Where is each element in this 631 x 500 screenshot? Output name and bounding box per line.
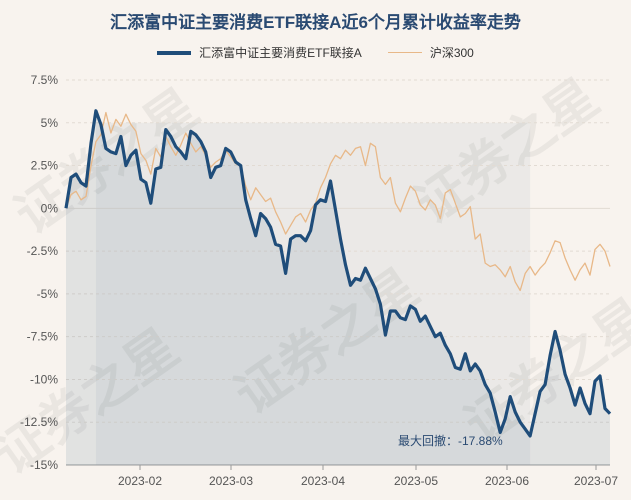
series-line-etf [64, 109, 612, 438]
y-tick-label: 0% [41, 201, 59, 215]
y-tick-label: -5% [37, 287, 59, 301]
legend-item-csi300[interactable]: 沪深300 [387, 44, 474, 61]
legend-label-csi300: 沪深300 [429, 46, 474, 60]
series-line-csi300 [65, 111, 611, 292]
legend: 汇添富中证主要消费ETF联接A 沪深300 [0, 44, 631, 61]
y-tick-label: -2.5% [27, 244, 59, 258]
x-tick-label: 2023-05 [394, 474, 438, 488]
x-tick-label: 2023-07 [574, 474, 618, 488]
x-tick-label: 2023-04 [301, 474, 345, 488]
y-tick-label: -10% [30, 372, 58, 386]
legend-label-etf: 汇添富中证主要消费ETF联接A [199, 46, 362, 60]
x-tick-label: 2023-02 [118, 474, 162, 488]
legend-item-etf[interactable]: 汇添富中证主要消费ETF联接A [157, 44, 362, 61]
y-tick-label: 2.5% [31, 159, 59, 173]
legend-swatch-csi300 [387, 52, 422, 53]
y-tick-label: 7.5% [31, 73, 59, 87]
legend-swatch-etf [157, 50, 192, 55]
x-tick-label: 2023-03 [209, 474, 253, 488]
series-area-etf [66, 110, 610, 466]
y-tick-label: -12.5% [20, 415, 58, 429]
max-drawdown-annotation: 最大回撤：-17.88% [398, 433, 503, 448]
y-tick-label: 5% [41, 116, 59, 130]
chart-title: 汇添富中证主要消费ETF联接A近6个月累计收益率走势 [110, 13, 521, 32]
y-tick-label: -15% [30, 458, 58, 472]
y-tick-label: -7.5% [27, 330, 59, 344]
x-tick-label: 2023-06 [485, 474, 529, 488]
